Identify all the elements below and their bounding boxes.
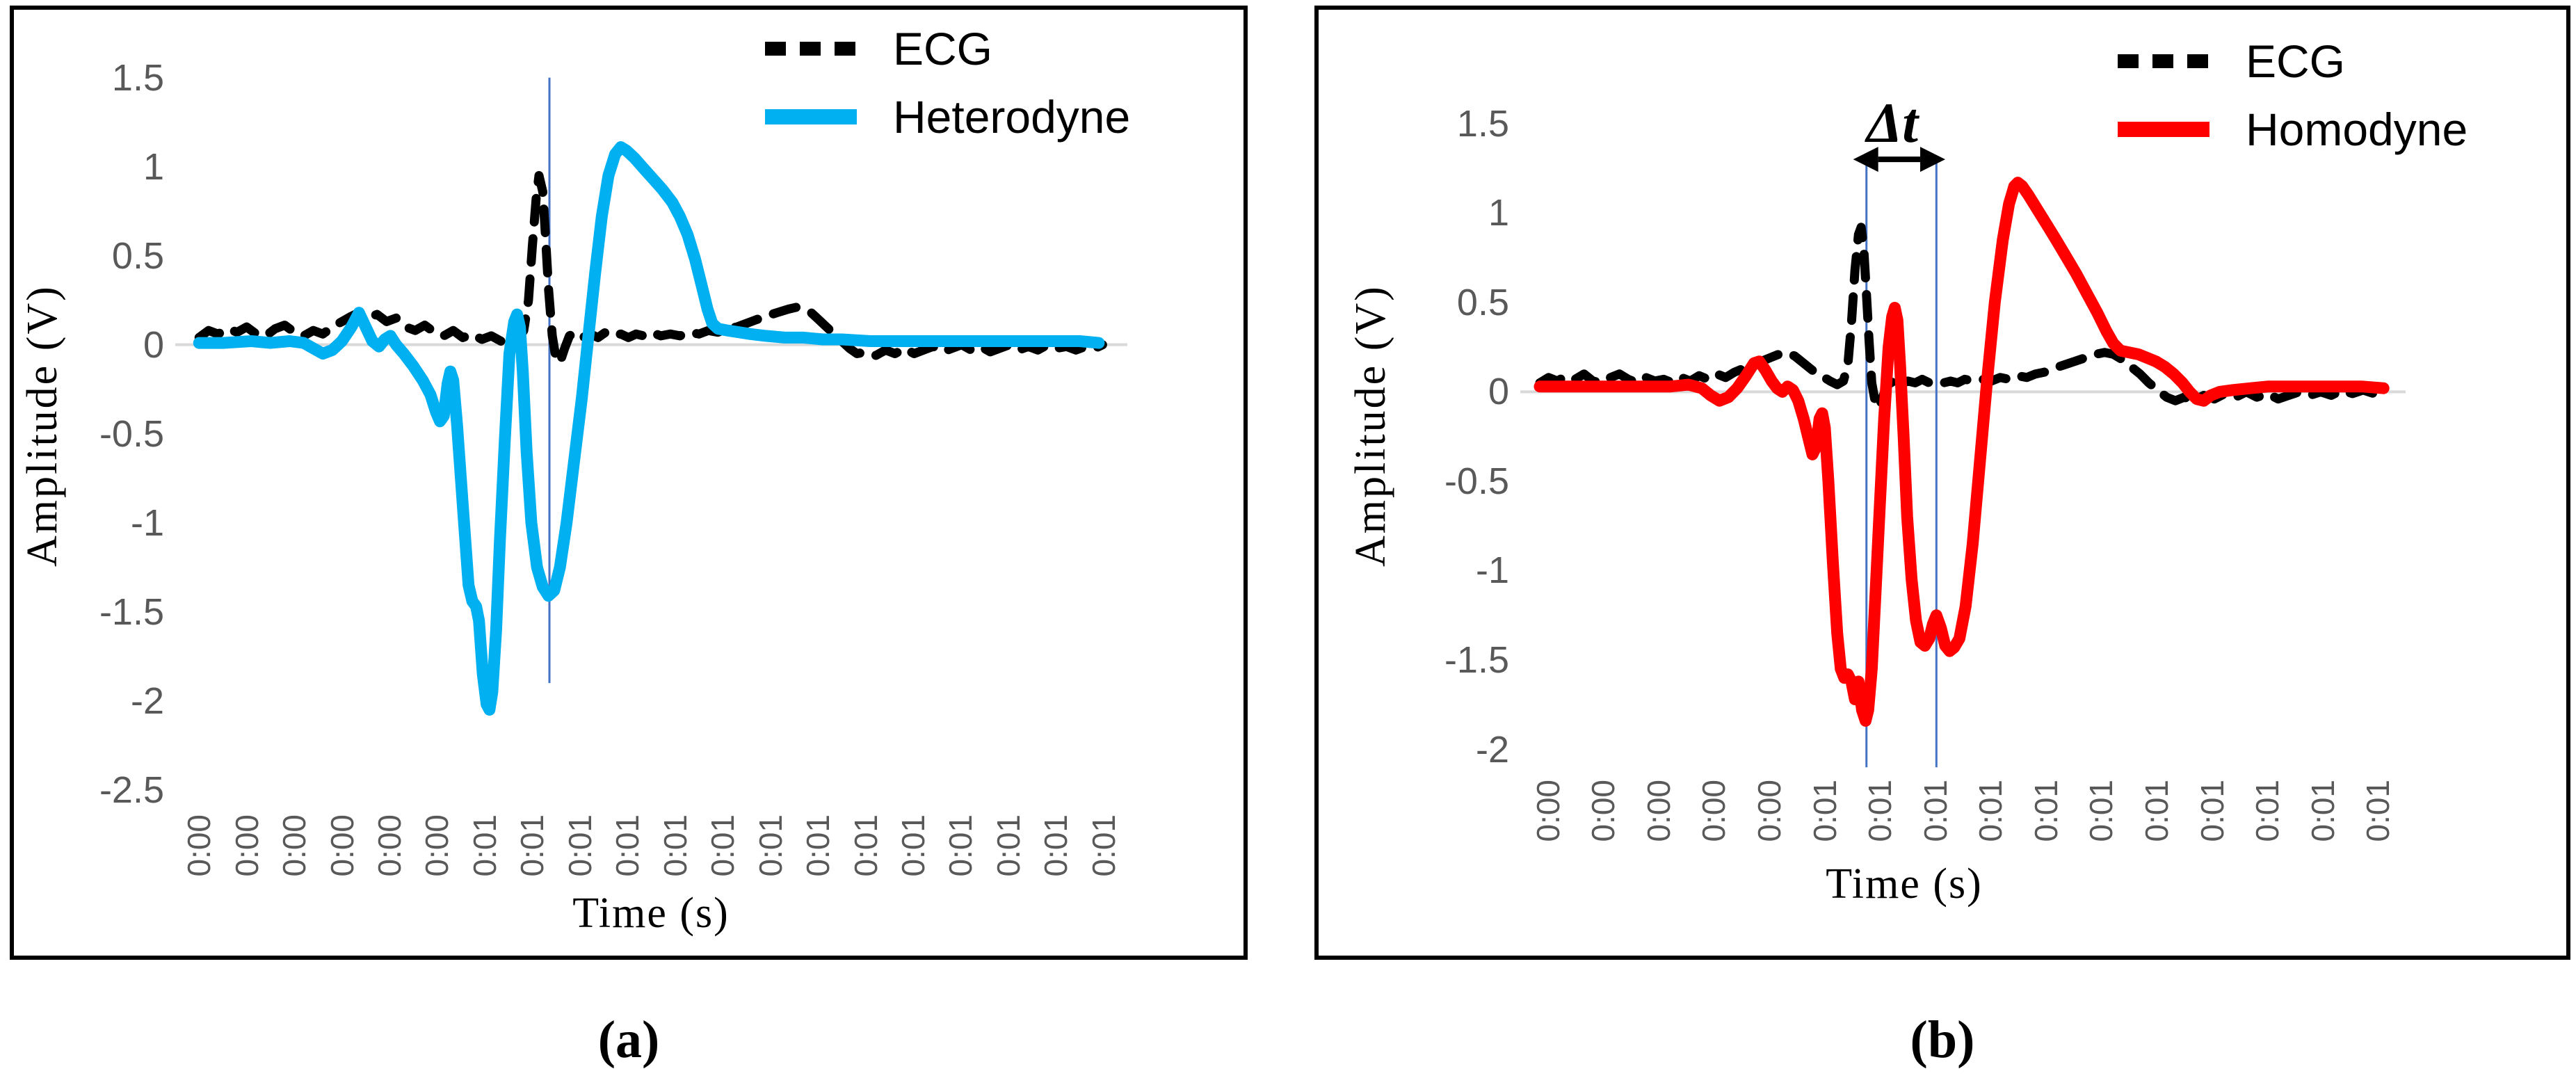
x-tick-label: 0:00	[1751, 780, 1788, 842]
x-axis-title: Time (s)	[572, 890, 730, 937]
x-tick-labels: 0:00 0:00 0:00 0:00 0:00 0:01 0:01 0:01 0:01 0:01…	[1520, 780, 2406, 858]
legend-item-homodyne: Homodyne	[2118, 100, 2468, 159]
y-tick-label: -0.5	[1444, 460, 1509, 502]
panel-caption-a: (a)	[597, 1011, 660, 1069]
y-axis-title: Amplitude (V)	[1347, 284, 1394, 567]
x-tick-label: 0:00	[1585, 780, 1622, 842]
y-tick-label: -2	[130, 679, 164, 722]
x-tick-label: 0:00	[371, 814, 408, 877]
x-tick-label: 0:01	[1862, 780, 1899, 842]
y-tick-label: 1	[143, 145, 164, 188]
x-tick-label: 0:01	[466, 814, 503, 877]
x-tick-label: 0:00	[323, 814, 360, 877]
series-ecg	[194, 170, 1107, 367]
x-tick-label: 0:00	[1696, 780, 1732, 842]
x-tick-label: 0:00	[1640, 780, 1677, 842]
y-tick-label: 0	[143, 323, 164, 366]
x-tick-labels: 0:00 0:00 0:00 0:00 0:00 0:00 0:01 0:01 0:01 0:01…	[175, 814, 1127, 895]
x-tick-label: 0:01	[2304, 780, 2341, 842]
arrowhead-left-icon	[1853, 147, 1878, 172]
x-tick-label: 0:01	[657, 814, 693, 877]
series-heterodyne	[193, 141, 1105, 716]
x-tick-label: 0:01	[2193, 780, 2230, 842]
delta-t-annotation: Δt	[1866, 91, 1919, 154]
y-tick-label: 0.5	[111, 234, 164, 277]
x-tick-label: 0:01	[1806, 780, 1843, 842]
x-tick-label: 0:01	[705, 814, 741, 877]
legend-item-ecg: ECG	[2118, 32, 2468, 90]
y-tick-label: 1	[1488, 192, 1509, 234]
y-tick-label: -1	[1475, 549, 1509, 592]
solid-line-icon	[765, 109, 857, 124]
x-tick-label: 0:00	[228, 814, 265, 877]
x-tick-label: 0:01	[752, 814, 789, 877]
x-tick-label: 0:01	[2083, 780, 2120, 842]
x-tick-label: 0:01	[2138, 780, 2175, 842]
x-tick-label: 0:01	[2249, 780, 2286, 842]
y-tick-label: 0	[1488, 371, 1509, 413]
legend-item-heterodyne: Heterodyne	[765, 88, 1130, 146]
x-tick-label: 0:01	[1038, 814, 1074, 877]
legend: ECG Homodyne	[2118, 32, 2468, 159]
legend: ECG Heterodyne	[765, 19, 1130, 146]
x-tick-label: 0:01	[1085, 814, 1122, 877]
x-tick-label: 0:01	[1917, 780, 1954, 842]
y-tick-label: -1	[130, 501, 164, 544]
solid-line-icon	[2118, 122, 2209, 137]
x-tick-label: 0:01	[895, 814, 932, 877]
x-tick-label: 0:01	[800, 814, 837, 877]
x-tick-label: 0:01	[942, 814, 979, 877]
y-tick-label: 1.5	[111, 56, 164, 99]
x-tick-label: 0:00	[1529, 780, 1566, 842]
y-tick-label: -0.5	[99, 412, 164, 455]
x-tick-label: 0:00	[276, 814, 313, 877]
x-tick-label: 0:01	[514, 814, 551, 877]
x-tick-label: 0:01	[2360, 780, 2397, 842]
y-tick-labels: 1.5 1 0.5 0 -0.5 -1 -1.5 -2	[1419, 103, 1509, 785]
y-tick-labels: 1.5 1 0.5 0 -0.5 -1 -1.5 -2 -2.5	[74, 57, 164, 811]
y-tick-label: 0.5	[1456, 281, 1509, 323]
y-tick-label: -1.5	[99, 590, 164, 633]
dashed-line-icon	[2118, 54, 2209, 68]
chart-panel-a: Amplitude (V) 1.5 1 0.5 0 -0.5 -1 -1.5 -2 -2.5 0…	[10, 6, 1248, 960]
legend-label: ECG	[2246, 35, 2346, 87]
plot-area-a	[175, 77, 1127, 716]
chart-panel-b: Amplitude (V) 1.5 1 0.5 0 -0.5 -1 -1.5 -2 0:00 0…	[1314, 6, 2570, 960]
legend-label: ECG	[893, 23, 993, 74]
y-tick-label: -2	[1475, 728, 1509, 771]
arrowhead-right-icon	[1920, 147, 1946, 172]
series-homodyne	[1533, 177, 2390, 727]
plot-area-b	[1520, 147, 2406, 768]
y-axis-title: Amplitude (V)	[19, 284, 66, 567]
x-tick-label: 0:01	[2027, 780, 2064, 842]
x-tick-label: 0:01	[1972, 780, 2009, 842]
x-tick-label: 0:00	[181, 814, 218, 877]
legend-label: Homodyne	[2246, 104, 2468, 155]
y-tick-label: 1.5	[1456, 102, 1509, 145]
x-tick-label: 0:01	[609, 814, 646, 877]
x-tick-label: 0:01	[561, 814, 598, 877]
x-tick-label: 0:00	[419, 814, 456, 877]
x-tick-label: 0:01	[990, 814, 1027, 877]
panel-caption-b: (b)	[1910, 1011, 1975, 1069]
y-tick-label: -2.5	[99, 769, 164, 811]
legend-label: Heterodyne	[893, 91, 1131, 143]
x-tick-label: 0:01	[847, 814, 884, 877]
legend-item-ecg: ECG	[765, 19, 1130, 78]
x-axis-title: Time (s)	[1826, 860, 1983, 908]
dashed-line-icon	[765, 42, 857, 56]
y-tick-label: -1.5	[1444, 639, 1509, 682]
